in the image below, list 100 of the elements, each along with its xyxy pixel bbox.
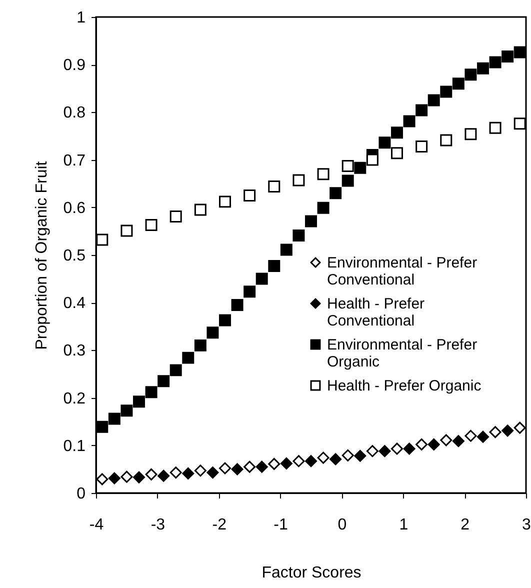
point	[477, 430, 489, 443]
point	[317, 202, 330, 214]
point	[268, 458, 280, 470]
y-tick-label: 0.7	[63, 152, 86, 170]
point	[317, 168, 330, 180]
point	[145, 386, 158, 398]
point	[416, 140, 428, 152]
point	[305, 455, 317, 468]
x-tick-label: -2	[212, 516, 227, 534]
point	[158, 470, 170, 482]
point	[342, 160, 354, 172]
point	[452, 435, 464, 448]
point	[206, 326, 219, 339]
point	[342, 449, 354, 462]
point	[440, 434, 452, 446]
point	[416, 104, 428, 116]
point	[514, 46, 526, 58]
x-tick-label: -1	[274, 516, 288, 534]
point	[256, 460, 268, 473]
point	[206, 466, 219, 479]
point	[330, 453, 342, 466]
point	[514, 118, 526, 130]
point	[292, 174, 305, 186]
point	[305, 215, 317, 228]
point	[317, 452, 330, 464]
x-tick-label: 3	[522, 516, 531, 534]
y-tick-label: 0.1	[63, 438, 86, 455]
point	[219, 314, 231, 326]
point	[292, 229, 305, 242]
y-tick-label: 0.4	[63, 295, 86, 312]
point	[145, 468, 158, 480]
point	[231, 463, 244, 476]
x-tick-label: 0	[338, 516, 347, 534]
point	[182, 352, 194, 364]
x-tick-label: 1	[399, 516, 408, 534]
point	[268, 260, 280, 272]
y-axis-title: Proportion of Organic Fruit	[33, 160, 50, 350]
point	[194, 204, 206, 216]
point	[292, 455, 305, 468]
point	[354, 450, 366, 462]
x-tick-label: 2	[460, 516, 470, 534]
point	[120, 470, 133, 483]
point	[428, 438, 440, 450]
point	[170, 210, 182, 222]
point	[428, 94, 440, 106]
point	[170, 466, 182, 479]
point	[342, 174, 354, 187]
y-tick-label: 0.3	[63, 342, 86, 360]
point	[403, 115, 416, 128]
point	[403, 442, 416, 455]
y-tick-label: 0.6	[63, 200, 86, 217]
point	[464, 430, 477, 442]
point	[440, 134, 452, 146]
y-tick-label: 0.5	[63, 248, 86, 264]
x-tick-label: -3	[150, 516, 166, 534]
point	[378, 136, 391, 149]
point	[391, 126, 403, 139]
point	[108, 412, 120, 425]
point	[391, 147, 403, 160]
x-axis-title: Factor Scores	[262, 564, 362, 582]
point	[145, 219, 158, 232]
point	[108, 472, 120, 484]
point	[244, 190, 256, 202]
point	[256, 272, 268, 285]
point	[489, 122, 502, 134]
point	[464, 128, 477, 140]
point	[133, 396, 145, 408]
point	[514, 422, 526, 434]
point	[378, 445, 391, 458]
point	[96, 420, 108, 433]
point	[416, 438, 428, 450]
point	[489, 426, 502, 438]
point	[182, 467, 194, 480]
point	[133, 471, 145, 484]
point	[120, 404, 133, 417]
point	[330, 187, 342, 200]
legend-label: Health - Prefer Organic	[327, 378, 482, 394]
point	[452, 78, 464, 90]
point	[268, 180, 280, 192]
point	[96, 473, 108, 486]
point	[464, 68, 477, 81]
point	[194, 339, 206, 352]
point	[280, 457, 292, 470]
point	[170, 364, 182, 376]
point	[280, 244, 292, 256]
point	[366, 154, 378, 166]
point	[502, 424, 514, 437]
point	[354, 162, 366, 174]
legend-label: Health - Prefer Conventional	[327, 296, 425, 330]
point	[244, 286, 256, 298]
point	[96, 234, 108, 246]
y-tick-label: 0.8	[63, 104, 86, 122]
point	[502, 50, 514, 62]
point	[440, 86, 452, 98]
point	[477, 62, 489, 74]
point	[489, 56, 502, 68]
point	[231, 298, 244, 311]
point	[219, 196, 231, 208]
y-tick-label: 0.9	[63, 57, 86, 74]
point	[158, 375, 170, 388]
